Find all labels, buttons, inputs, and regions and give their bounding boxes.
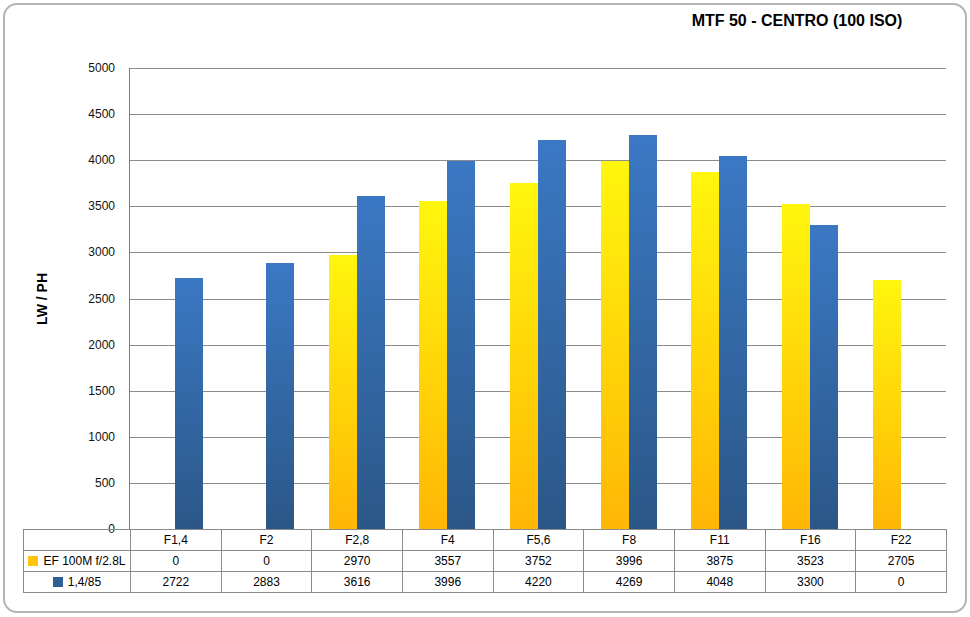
bar-series2-F8 [629, 135, 657, 529]
bar-series1-F11 [691, 172, 719, 529]
category-header-cell: F8 [584, 530, 675, 551]
series-name-label: 1,4/85 [68, 575, 101, 589]
bar-series2-F2,8 [357, 196, 385, 529]
y-tick-label: 2500 [88, 291, 115, 307]
value-cell: 2705 [856, 551, 947, 572]
y-tick-label: 1500 [88, 383, 115, 399]
series-row-2: 1,4/85 272228833616399642204269404833000 [24, 572, 947, 593]
value-cell: 3752 [493, 551, 584, 572]
legend-cell: EF 100M f/2.8L [24, 551, 131, 572]
chart-title: MTF 50 - CENTRO (100 ISO) [630, 12, 964, 30]
category-header-cell: F16 [765, 530, 856, 551]
bar-series1-F5,6 [510, 183, 538, 529]
value-cell: 0 [221, 551, 312, 572]
value-cell: 2883 [221, 572, 312, 593]
value-cell: 0 [131, 551, 222, 572]
value-cell: 2970 [312, 551, 403, 572]
bar-series2-F2 [266, 263, 294, 529]
y-axis-tick-labels: 0500100015002000250030003500400045005000 [0, 68, 115, 529]
value-cell: 4269 [584, 572, 675, 593]
table-body: F1,4F2F2,8F4F5,6F8F11F16F22 EF 100M f/2.8… [24, 530, 947, 593]
category-header-cell: F4 [402, 530, 493, 551]
category-header-row: F1,4F2F2,8F4F5,6F8F11F16F22 [24, 530, 947, 551]
value-cell: 2722 [131, 572, 222, 593]
plot-area [129, 68, 946, 530]
bar-series1-F4 [419, 201, 447, 529]
series-row-1: EF 100M f/2.8L00297035573752399638753523… [24, 551, 947, 572]
value-cell: 3616 [312, 572, 403, 593]
y-tick-label: 2000 [88, 337, 115, 353]
value-cell: 3875 [674, 551, 765, 572]
category-header-cell: F11 [674, 530, 765, 551]
bar-series1-F8 [601, 161, 629, 529]
value-cell: 3557 [402, 551, 493, 572]
bar-series1-F16 [782, 204, 810, 529]
series-color-swatch-icon [53, 577, 63, 587]
category-header-cell: F2,8 [312, 530, 403, 551]
value-cell: 3300 [765, 572, 856, 593]
y-tick-label: 4500 [88, 106, 115, 122]
value-cell: 3996 [584, 551, 675, 572]
category-header-cell: F22 [856, 530, 947, 551]
y-tick-label: 4000 [88, 152, 115, 168]
bar-series2-F4 [447, 161, 475, 529]
category-header-cell: F2 [221, 530, 312, 551]
series-color-swatch-icon [28, 556, 38, 566]
value-cell: 0 [856, 572, 947, 593]
gridline [130, 68, 946, 69]
value-cell: 3523 [765, 551, 856, 572]
bar-series1-F22 [873, 280, 901, 529]
value-cell: 4048 [674, 572, 765, 593]
value-cell: 3996 [402, 572, 493, 593]
data-table: F1,4F2F2,8F4F5,6F8F11F16F22 EF 100M f/2.8… [23, 529, 947, 593]
bar-series2-F5,6 [538, 140, 566, 529]
y-tick-label: 5000 [88, 60, 115, 76]
bar-series2-F11 [719, 156, 747, 529]
bar-series2-F16 [810, 225, 838, 529]
bar-series2-F1,4 [175, 278, 203, 529]
y-tick-label: 3000 [88, 244, 115, 260]
bar-series1-F2,8 [329, 255, 357, 529]
gridline [130, 114, 946, 115]
y-tick-label: 1000 [88, 429, 115, 445]
value-cell: 4220 [493, 572, 584, 593]
category-header-cell: F1,4 [131, 530, 222, 551]
corner-cell [24, 530, 131, 551]
category-header-cell: F5,6 [493, 530, 584, 551]
legend-cell: 1,4/85 [24, 572, 131, 593]
y-tick-label: 500 [95, 475, 115, 491]
y-tick-label: 3500 [88, 198, 115, 214]
series-name-label: EF 100M f/2.8L [43, 554, 125, 568]
